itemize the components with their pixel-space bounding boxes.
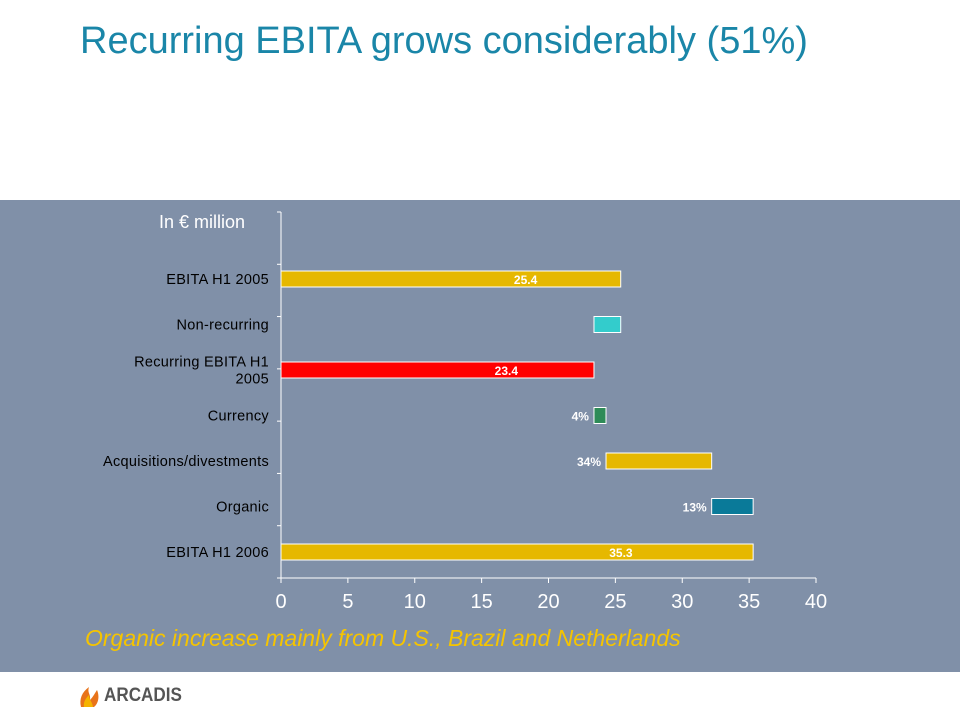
bar — [593, 316, 622, 333]
bar-data-label: 34% — [577, 455, 601, 469]
bar-data-label: 25.4 — [514, 273, 538, 287]
x-tick-label: 15 — [471, 591, 493, 613]
x-tick-label: 30 — [671, 591, 693, 613]
unit-label: In € million — [159, 212, 245, 232]
bar — [605, 452, 713, 470]
bar — [711, 498, 754, 515]
bar — [280, 361, 595, 379]
category-label: Non-recurring — [176, 318, 269, 334]
tick-labels: 0 5 10 15 20 25 30 35 40 — [275, 591, 827, 613]
category-label: Organic — [216, 500, 269, 516]
logo-text: ARCADIS — [104, 685, 182, 706]
bar — [593, 407, 607, 424]
bar-data-label: 35.3 — [609, 546, 633, 560]
bars — [280, 270, 754, 561]
x-tick-label: 20 — [537, 591, 559, 613]
x-tick-label: 25 — [604, 591, 626, 613]
x-tick-label: 40 — [805, 591, 827, 613]
x-tick-label: 10 — [404, 591, 426, 613]
waterfall-chart: In € million EBITA H1 2005 Non-recurring R… — [103, 211, 827, 613]
category-label: EBITA H1 2005 — [166, 272, 269, 288]
arcadis-logo: ARCADIS — [78, 684, 191, 708]
footnote: Organic increase mainly from U.S., Brazi… — [85, 625, 681, 651]
category-label: Acquisitions/divestments — [103, 454, 269, 470]
chart-panel: In € million EBITA H1 2005 Non-recurring R… — [0, 200, 960, 672]
bar-data-label: 23.4 — [495, 364, 519, 378]
arcadis-flame-icon — [80, 687, 99, 707]
bar — [280, 543, 754, 561]
category-labels: EBITA H1 2005 Non-recurring Recurring EBIT… — [103, 272, 269, 561]
bar — [280, 270, 622, 288]
category-label: EBITA H1 2006 — [166, 545, 269, 561]
axes — [277, 211, 817, 583]
bar-data-label: 13% — [683, 501, 707, 515]
bar-data-label: 4% — [572, 410, 590, 424]
category-label: Currency — [208, 409, 270, 425]
bar-labels: 25.4 23.4 4% 34% 13% 35.3 — [495, 273, 707, 560]
x-tick-label: 35 — [738, 591, 760, 613]
x-tick-label: 0 — [275, 591, 286, 613]
category-label: Recurring EBITA H1 — [134, 355, 269, 371]
slide-title: Recurring EBITA grows considerably (51%) — [80, 20, 808, 62]
x-tick-label: 5 — [342, 591, 353, 613]
category-label: 2005 — [236, 372, 269, 388]
